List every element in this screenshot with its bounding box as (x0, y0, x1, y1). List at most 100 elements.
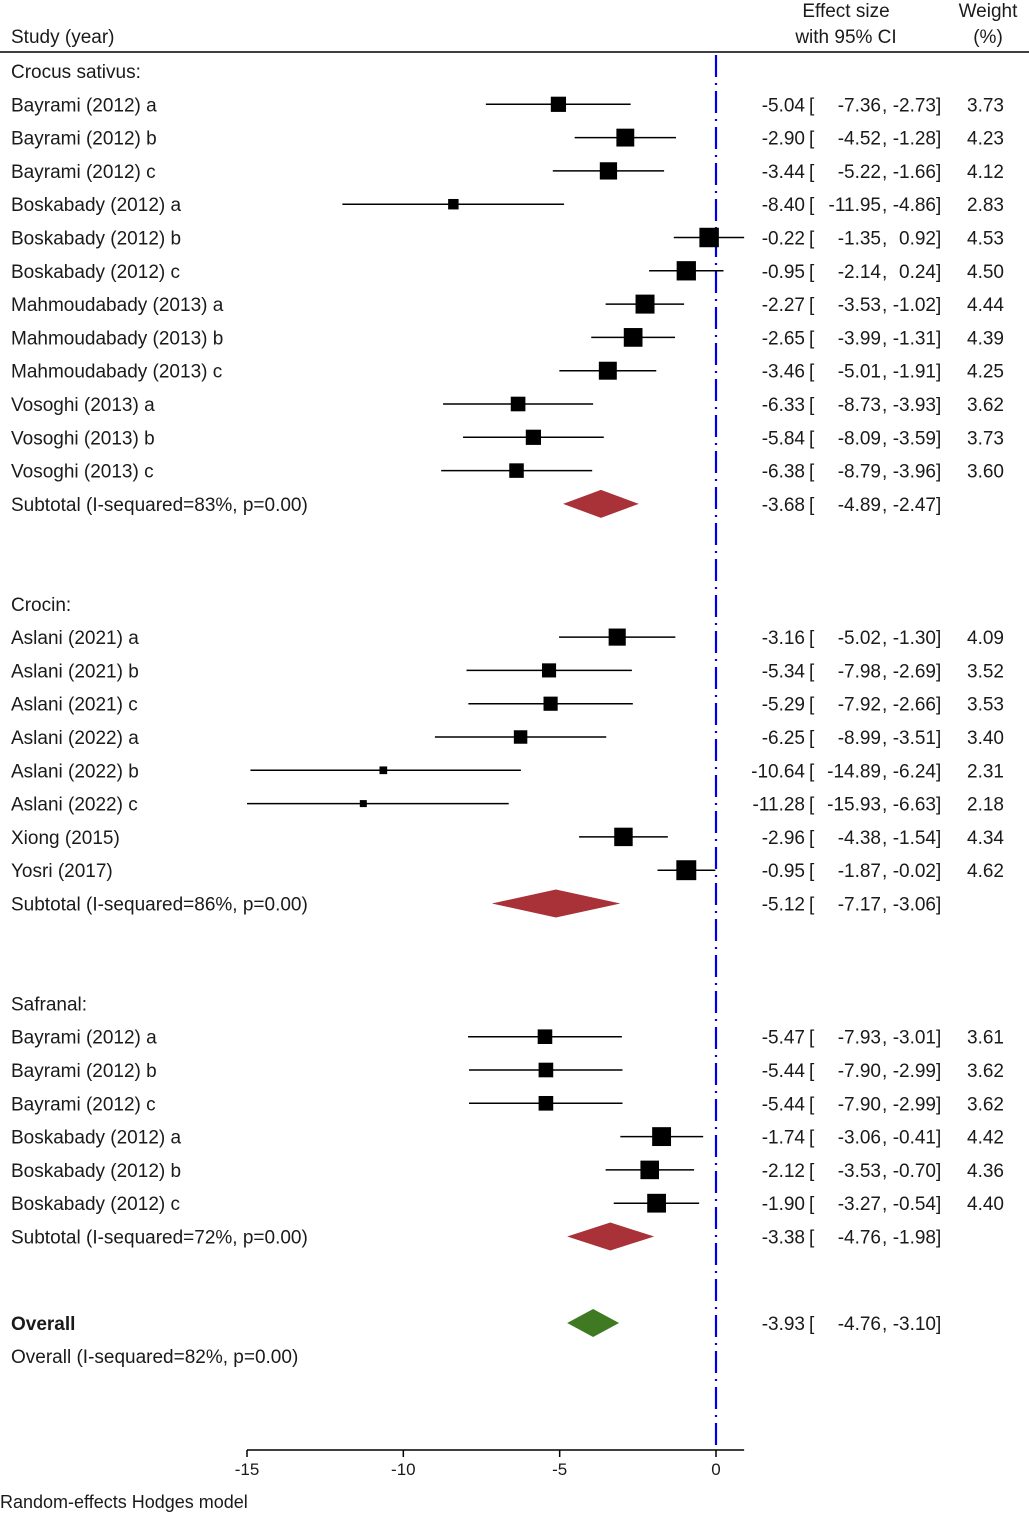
study-ci-close: ] (936, 861, 941, 882)
overall-ci-low: -4.76 (838, 1314, 881, 1335)
study-ci-high: -3.01 (893, 1028, 936, 1049)
effect-marker (676, 860, 697, 881)
study-ci-open: [ (809, 861, 815, 882)
subtotal-ci-high: -2.47 (893, 495, 936, 516)
study-label: Bayrami (2012) b (11, 129, 157, 150)
study-ci-close: ] (936, 295, 941, 316)
study-ci-close: ] (936, 129, 941, 150)
study-es: -0.95 (762, 861, 805, 882)
weight-unit-header: (%) (973, 27, 1003, 48)
study-es: -2.65 (762, 328, 805, 349)
study-ci-low: -1.87 (838, 861, 881, 882)
study-ci-low: -8.09 (838, 428, 881, 449)
study-ci-high: -1.28 (893, 129, 936, 150)
study-ci-comma: , (882, 95, 887, 116)
study-ci-high: -0.70 (893, 1161, 936, 1182)
study-row: Bayrami (2012) a -5.04[-7.36, -2.73] 3.73 (11, 95, 1004, 116)
study-label: Bayrami (2012) b (11, 1061, 157, 1082)
study-row: Mahmoudabady (2013) b -2.65[-3.99, -1.31] 4… (11, 328, 1004, 349)
overall-ci-high: -3.10 (893, 1314, 936, 1335)
study-weight: 4.36 (967, 1161, 1004, 1182)
study-ci-comma: , (882, 295, 887, 316)
study-row: Boskabady (2012) c -1.90[-3.27, -0.54] 4.40 (11, 1193, 1004, 1215)
study-ci-low: -4.52 (838, 129, 881, 150)
study-ci-close: ] (936, 795, 941, 816)
effect-size-header: Effect size (802, 1, 889, 22)
study-ci-low: -14.89 (827, 761, 881, 782)
study-label: Aslani (2021) c (11, 695, 138, 716)
study-ci-high: -2.66 (893, 695, 936, 716)
study-ci-high: -1.54 (893, 828, 937, 849)
effect-marker (509, 463, 524, 478)
study-row: Vosoghi (2013) a -6.33[-8.73, -3.93] 3.62 (11, 395, 1004, 416)
study-es: -5.84 (762, 428, 806, 449)
study-ci-low: -15.93 (827, 795, 881, 816)
effect-marker (647, 1193, 666, 1213)
study-row: Vosoghi (2013) b -5.84[-8.09, -3.59] 3.73 (11, 428, 1004, 449)
study-ci-low: -7.90 (838, 1061, 881, 1082)
x-tick-label: 0 (711, 1460, 720, 1479)
study-ci-comma: , (882, 1194, 887, 1215)
study-weight: 4.39 (967, 328, 1004, 349)
study-ci-high: -1.66 (893, 162, 936, 183)
study-column-header: Study (year) (11, 27, 114, 48)
study-row: Mahmoudabady (2013) a -2.27[-3.53, -1.02] 4… (11, 294, 1004, 316)
study-ci-comma: , (882, 129, 887, 150)
study-ci-comma: , (882, 195, 887, 216)
study-ci-high: -3.51 (893, 728, 936, 749)
study-ci-low: -3.53 (838, 1161, 881, 1182)
model-footnote: Random-effects Hodges model (0, 1492, 248, 1512)
overall-label: Overall (11, 1314, 75, 1335)
study-ci-low: -3.53 (838, 295, 881, 316)
study-ci-close: ] (936, 1061, 941, 1082)
subtotal-ci-close: ] (936, 1228, 941, 1249)
study-ci-open: [ (809, 129, 815, 150)
study-ci-close: ] (936, 761, 941, 782)
group-title: Safranal: (11, 994, 87, 1015)
effect-marker (538, 1095, 554, 1111)
study-ci-open: [ (809, 229, 815, 250)
study-ci-low: -3.06 (838, 1128, 881, 1149)
study-weight: 4.62 (967, 861, 1004, 882)
subtotal-diamond (563, 489, 639, 518)
study-ci-comma: , (882, 1128, 887, 1149)
subtotal-ci-low: -7.17 (838, 895, 881, 916)
study-es: -2.96 (762, 828, 805, 849)
effect-marker (598, 361, 617, 380)
study-ci-low: -8.99 (838, 728, 881, 749)
subtotal-row: Subtotal (I-sequared=72%, p=0.00) -3.38[-… (11, 1222, 941, 1251)
study-ci-close: ] (936, 1028, 941, 1049)
study-ci-close: ] (936, 695, 941, 716)
study-ci-open: [ (809, 428, 815, 449)
subtotal-ci-low: -4.89 (838, 495, 881, 516)
study-ci-comma: , (882, 428, 887, 449)
study-ci-comma: , (882, 1161, 887, 1182)
study-es: -8.40 (762, 195, 805, 216)
study-ci-comma: , (882, 229, 887, 250)
study-ci-open: [ (809, 628, 815, 649)
study-ci-open: [ (809, 761, 815, 782)
study-ci-open: [ (809, 828, 815, 849)
study-weight: 4.40 (967, 1194, 1004, 1215)
subtotal-es: -5.12 (762, 895, 805, 916)
study-ci-open: [ (809, 1128, 815, 1149)
study-weight: 4.25 (967, 362, 1004, 383)
study-row: Boskabady (2012) a -8.40[-11.95, -4.86] 2.8… (11, 195, 1004, 216)
subtotal-row: Subtotal (I-sequared=86%, p=0.00) -5.12[-… (11, 889, 941, 918)
study-row: Bayrami (2012) c -3.44[-5.22, -1.66] 4.12 (11, 162, 1004, 183)
study-weight: 4.23 (967, 129, 1004, 150)
study-es: -5.29 (762, 695, 805, 716)
study-es: -5.04 (762, 95, 806, 116)
overall-diamond (567, 1309, 620, 1337)
study-ci-open: [ (809, 695, 815, 716)
study-label: Boskabady (2012) a (11, 1128, 181, 1149)
study-es: -6.25 (762, 728, 805, 749)
study-label: Vosoghi (2013) c (11, 462, 154, 483)
x-tick-label: -5 (552, 1460, 567, 1479)
study-row: Yosri (2017) -0.95[-1.87, -0.02] 4.62 (11, 860, 1004, 882)
study-es: -2.90 (762, 129, 805, 150)
study-row: Bayrami (2012) a -5.47[-7.93, -3.01] 3.61 (11, 1028, 1004, 1049)
study-ci-high: -6.24 (893, 761, 937, 782)
study-ci-low: -4.38 (838, 828, 881, 849)
